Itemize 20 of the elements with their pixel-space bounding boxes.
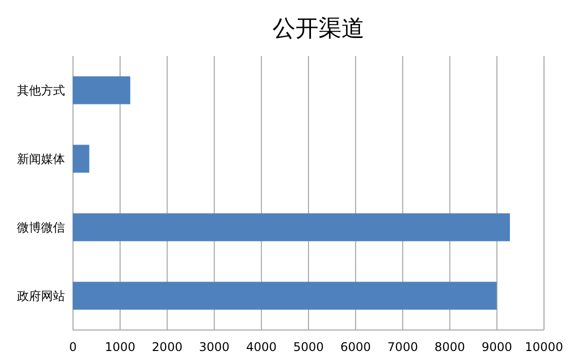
bar bbox=[72, 144, 90, 173]
x-tick-label: 7000 bbox=[387, 340, 418, 354]
y-tick-label: 微博微信 bbox=[17, 220, 65, 234]
y-tick-label: 政府网站 bbox=[17, 288, 65, 303]
x-tick-label: 8000 bbox=[434, 340, 466, 354]
x-tick-label: 5000 bbox=[293, 340, 324, 354]
bar bbox=[72, 76, 130, 104]
x-tick-label: 9000 bbox=[482, 340, 512, 354]
x-tick-label: 3000 bbox=[199, 340, 230, 354]
chart-title: 公开渠道 bbox=[272, 16, 364, 42]
x-tick-label: 6000 bbox=[340, 340, 371, 354]
bar bbox=[72, 213, 510, 242]
y-tick-label: 新闻媒体 bbox=[17, 152, 65, 166]
x-tick-label: 2000 bbox=[152, 340, 182, 354]
x-tick-label: 0 bbox=[69, 340, 77, 354]
bar bbox=[72, 282, 497, 310]
y-tick-label: 其他方式 bbox=[17, 83, 65, 98]
x-tick-label: 10000 bbox=[524, 340, 564, 354]
x-tick-label: 4000 bbox=[246, 340, 277, 354]
x-tick-label: 1000 bbox=[104, 340, 136, 354]
